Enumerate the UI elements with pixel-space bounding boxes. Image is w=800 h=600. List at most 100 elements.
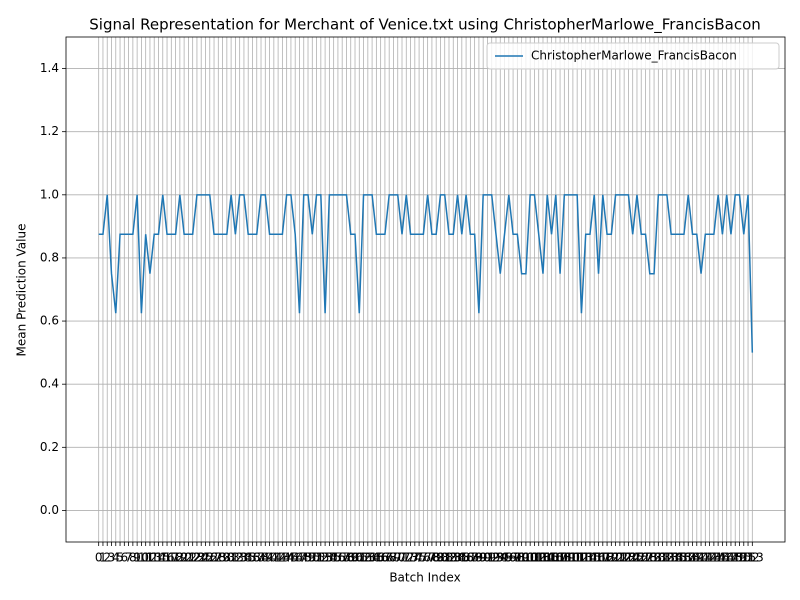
x-tick-label: 76 xyxy=(416,551,431,565)
x-tick-label: 113 xyxy=(570,551,593,565)
x-tick-label: 59 xyxy=(343,551,358,565)
x-tick-label: 16 xyxy=(159,551,174,565)
x-tick-label: 133 xyxy=(655,551,678,565)
x-tick-label: 17 xyxy=(164,551,179,565)
x-tick-label: 124 xyxy=(617,551,640,565)
x-tick-label: 82 xyxy=(441,551,456,565)
x-tick-label: 45 xyxy=(283,551,298,565)
x-tick-label: 121 xyxy=(604,551,627,565)
x-tick-label: 97 xyxy=(505,551,520,565)
x-tick-label: 125 xyxy=(621,551,644,565)
x-tick-label: 84 xyxy=(450,551,465,565)
x-tick-label: 35 xyxy=(241,551,256,565)
x-tick-label: 88 xyxy=(467,551,482,565)
y-tick-label: 0.8 xyxy=(40,250,59,264)
x-tick-label: 140 xyxy=(685,551,708,565)
x-tick-label: 117 xyxy=(587,551,610,565)
x-tick-label: 21 xyxy=(181,551,196,565)
x-tick-label: 71 xyxy=(394,551,409,565)
x-tick-label: 112 xyxy=(566,551,589,565)
x-tick-label: 38 xyxy=(253,551,268,565)
x-tick-label: 44 xyxy=(279,551,294,565)
x-tick-label: 144 xyxy=(702,551,725,565)
legend-label: ChristopherMarlowe_FrancisBacon xyxy=(531,49,737,63)
x-tick-label: 77 xyxy=(420,551,435,565)
x-tick-label: 43 xyxy=(275,551,290,565)
x-tick-label: 60 xyxy=(347,551,362,565)
x-tick-label: 28 xyxy=(211,551,226,565)
x-tick-label: 132 xyxy=(651,551,674,565)
grid xyxy=(66,37,785,542)
x-tick-label: 74 xyxy=(407,551,422,565)
x-tick-label: 47 xyxy=(292,551,307,565)
x-tick-label: 127 xyxy=(630,551,653,565)
x-tick-label: 152 xyxy=(737,551,760,565)
x-tick-label: 87 xyxy=(463,551,478,565)
x-tick-label: 52 xyxy=(313,551,328,565)
y-tick-label: 0.6 xyxy=(40,314,59,328)
x-tick-label: 63 xyxy=(360,551,375,565)
x-tick-label: 122 xyxy=(608,551,631,565)
x-tick-label: 9 xyxy=(133,551,141,565)
x-tick-label: 39 xyxy=(258,551,273,565)
x-tick-label: 53 xyxy=(317,551,332,565)
x-tick-label: 139 xyxy=(681,551,704,565)
x-tick-label: 65 xyxy=(369,551,384,565)
x-tick-label: 11 xyxy=(138,551,153,565)
x-tick-label: 46 xyxy=(288,551,303,565)
x-tick-label: 12 xyxy=(142,551,157,565)
plot-frame xyxy=(65,36,786,543)
x-tick-label: 120 xyxy=(600,551,623,565)
x-tick-label: 79 xyxy=(429,551,444,565)
legend: ChristopherMarlowe_FrancisBacon xyxy=(486,42,780,70)
y-tick-label: 1.4 xyxy=(40,61,59,75)
x-tick-label: 54 xyxy=(322,551,337,565)
x-tick-label: 153 xyxy=(741,551,764,565)
data-line xyxy=(98,194,754,353)
x-tick-label: 58 xyxy=(339,551,354,565)
x-tick-label: 98 xyxy=(510,551,525,565)
x-tick-label: 56 xyxy=(330,551,345,565)
x-tick-label: 18 xyxy=(168,551,183,565)
x-tick-label: 15 xyxy=(155,551,170,565)
x-tick-label: 1 xyxy=(99,551,107,565)
x-tick-label: 0 xyxy=(95,551,103,565)
x-tick-label: 107 xyxy=(544,551,567,565)
x-tick-label: 40 xyxy=(262,551,277,565)
x-tick-label: 119 xyxy=(596,551,619,565)
x-tick-label: 123 xyxy=(613,551,636,565)
x-tick-label: 147 xyxy=(715,551,738,565)
x-tick-label: 128 xyxy=(634,551,657,565)
x-tick-label: 26 xyxy=(202,551,217,565)
x-tick-label: 100 xyxy=(514,551,537,565)
x-tick-label: 19 xyxy=(172,551,187,565)
x-tick-label: 129 xyxy=(638,551,661,565)
x-tick-label: 89 xyxy=(471,551,486,565)
x-tick-label: 14 xyxy=(151,551,166,565)
x-tick-label: 116 xyxy=(583,551,606,565)
x-tick-label: 111 xyxy=(561,551,584,565)
x-tick-label: 20 xyxy=(176,551,191,565)
x-tick-label: 90 xyxy=(476,551,491,565)
x-tick-label: 31 xyxy=(223,551,238,565)
x-tick-label: 5 xyxy=(116,551,124,565)
x-tick-label: 96 xyxy=(501,551,516,565)
x-tick-label: 42 xyxy=(270,551,285,565)
x-tick-label: 23 xyxy=(189,551,204,565)
x-tick-label: 118 xyxy=(591,551,614,565)
y-tick-label: 0.0 xyxy=(40,503,59,517)
x-tick-label: 49 xyxy=(300,551,315,565)
x-tick-label: 3 xyxy=(108,551,116,565)
x-tick-label: 106 xyxy=(540,551,563,565)
x-tick-label: 135 xyxy=(664,551,687,565)
x-tick-label: 143 xyxy=(698,551,721,565)
x-tick-label: 2 xyxy=(103,551,111,565)
x-tick-label: 66 xyxy=(373,551,388,565)
x-tick-label: 7 xyxy=(125,551,133,565)
x-tick-label: 137 xyxy=(673,551,696,565)
x-tick-label: 36 xyxy=(245,551,260,565)
x-tick-label: 105 xyxy=(536,551,559,565)
y-tick-label: 1.2 xyxy=(40,124,59,138)
x-tick-label: 109 xyxy=(553,551,576,565)
